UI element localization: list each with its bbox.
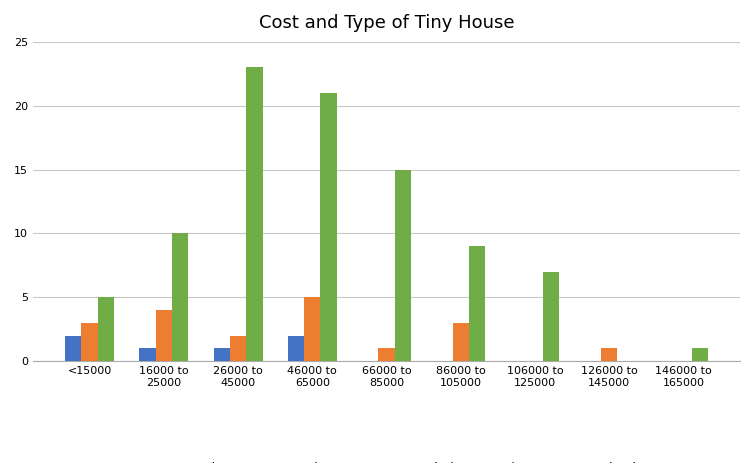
Title: Cost and Type of Tiny House: Cost and Type of Tiny House — [259, 14, 514, 32]
Bar — [155, 310, 172, 361]
Bar — [172, 233, 188, 361]
Bar — [543, 272, 559, 361]
Bar — [81, 323, 98, 361]
Bar — [98, 297, 114, 361]
Legend: Converted Caravan, Tiny House on Foundation, Tiny House on Wheels: Converted Caravan, Tiny House on Foundat… — [125, 457, 648, 463]
Bar — [394, 169, 411, 361]
Bar — [139, 348, 155, 361]
Bar — [288, 336, 304, 361]
Bar — [691, 348, 708, 361]
Bar — [320, 93, 337, 361]
Bar — [213, 348, 230, 361]
Bar — [65, 336, 81, 361]
Bar — [452, 323, 469, 361]
Bar — [379, 348, 394, 361]
Bar — [230, 336, 246, 361]
Bar — [246, 67, 262, 361]
Bar — [469, 246, 486, 361]
Bar — [601, 348, 618, 361]
Bar — [304, 297, 320, 361]
